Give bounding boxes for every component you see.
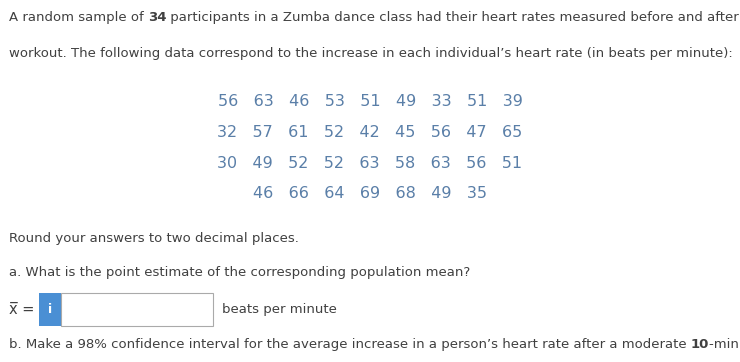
Text: workout. The following data correspond to the increase in each individual’s hear: workout. The following data correspond t… (9, 47, 733, 60)
Text: -minute Zumba workout.: -minute Zumba workout. (709, 338, 740, 352)
FancyBboxPatch shape (39, 293, 61, 326)
Text: beats per minute: beats per minute (222, 303, 337, 316)
Text: b. Make a 98% confidence interval for the average increase in a person’s heart r: b. Make a 98% confidence interval for th… (9, 338, 690, 352)
Text: 56   63   46   53   51   49   33   51   39: 56 63 46 53 51 49 33 51 39 (218, 94, 522, 109)
Text: 32   57   61   52   42   45   56   47   65: 32 57 61 52 42 45 56 47 65 (218, 125, 522, 140)
Text: 46   66   64   69   68   49   35: 46 66 64 69 68 49 35 (253, 186, 487, 201)
Text: a. What is the point estimate of the corresponding population mean?: a. What is the point estimate of the cor… (9, 266, 470, 279)
Text: 34: 34 (148, 11, 166, 24)
Text: Round your answers to two decimal places.: Round your answers to two decimal places… (9, 232, 299, 245)
Text: 30   49   52   52   63   58   63   56   51: 30 49 52 52 63 58 63 56 51 (218, 156, 522, 171)
Text: i: i (48, 303, 52, 316)
Text: A random sample of: A random sample of (9, 11, 148, 24)
Text: 10: 10 (690, 338, 709, 352)
FancyBboxPatch shape (61, 293, 213, 326)
Text: participants in a Zumba dance class had their heart rates measured before and af: participants in a Zumba dance class had … (166, 11, 740, 24)
Text: x̅ =: x̅ = (9, 302, 39, 317)
